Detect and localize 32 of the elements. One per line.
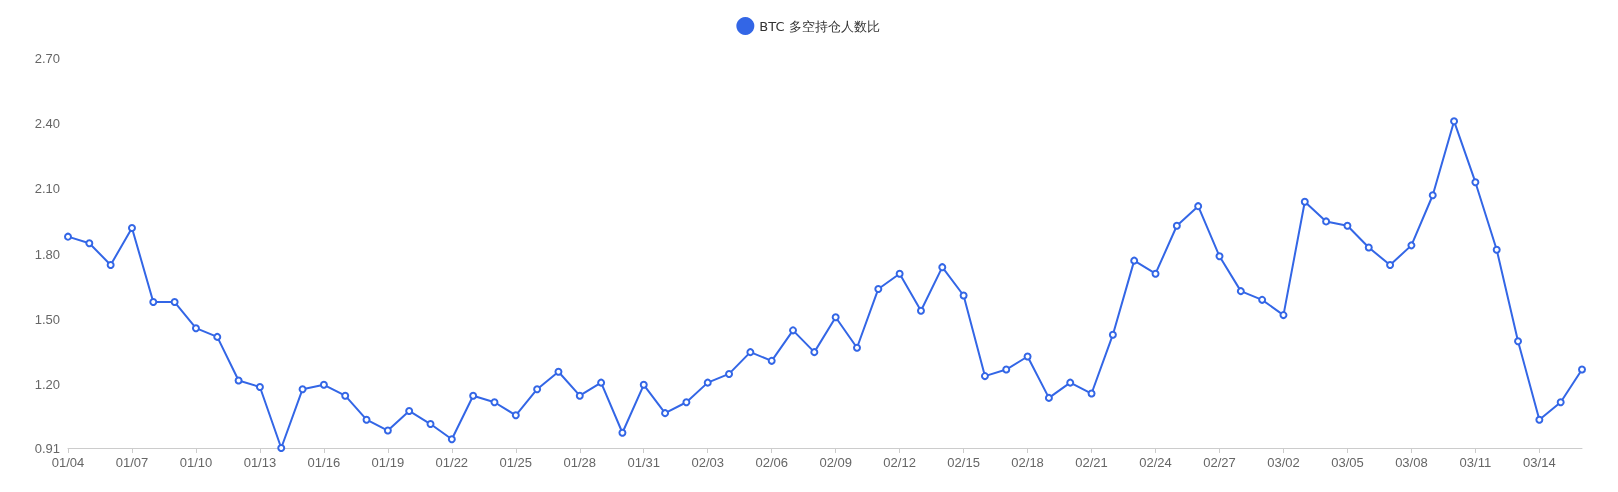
x-tick-label: 01/22: [435, 455, 469, 470]
x-tick-label: 01/19: [371, 455, 405, 470]
y-tick-label: 0.91: [34, 440, 60, 456]
x-tick-label: 03/11: [1459, 455, 1492, 470]
x-tick-label: 01/04: [51, 455, 85, 470]
y-tick-label: 2.10: [34, 181, 60, 197]
x-tick-label: 01/07: [115, 455, 149, 470]
x-tick-label: 01/25: [499, 455, 533, 470]
x-tick-label: 01/13: [243, 455, 277, 470]
y-tick-label: 1.20: [34, 377, 60, 393]
x-tick-label: 02/24: [1139, 455, 1172, 470]
x-tick-label: 01/28: [563, 455, 597, 470]
y-tick-label: 2.40: [34, 115, 60, 131]
y-tick-label: 1.80: [34, 246, 60, 262]
x-tick-label: 02/06: [755, 455, 788, 470]
x-tick-label: 02/09: [819, 455, 852, 470]
x-tick-label: 02/15: [947, 455, 980, 470]
x-tick-label: 01/31: [627, 455, 661, 470]
x-tick-label: 03/14: [1523, 455, 1556, 470]
x-tick-label: 03/05: [1331, 455, 1364, 470]
y-tick-label: 1.50: [34, 311, 60, 327]
x-tick-label: 01/16: [307, 455, 341, 470]
x-tick-label: 03/02: [1267, 455, 1300, 470]
y-tick-label: 2.70: [34, 50, 60, 66]
x-tick-label: 01/10: [179, 455, 213, 470]
x-tick-label: 03/08: [1395, 455, 1428, 470]
x-tick-label: 02/21: [1075, 455, 1108, 470]
x-tick-label: 02/18: [1011, 455, 1044, 470]
legend-label: BTC 多空持仓人数比: [759, 18, 880, 34]
x-tick-label: 02/03: [691, 455, 724, 470]
x-tick-label: 02/27: [1203, 455, 1236, 470]
x-tick-label: 02/12: [883, 455, 916, 470]
